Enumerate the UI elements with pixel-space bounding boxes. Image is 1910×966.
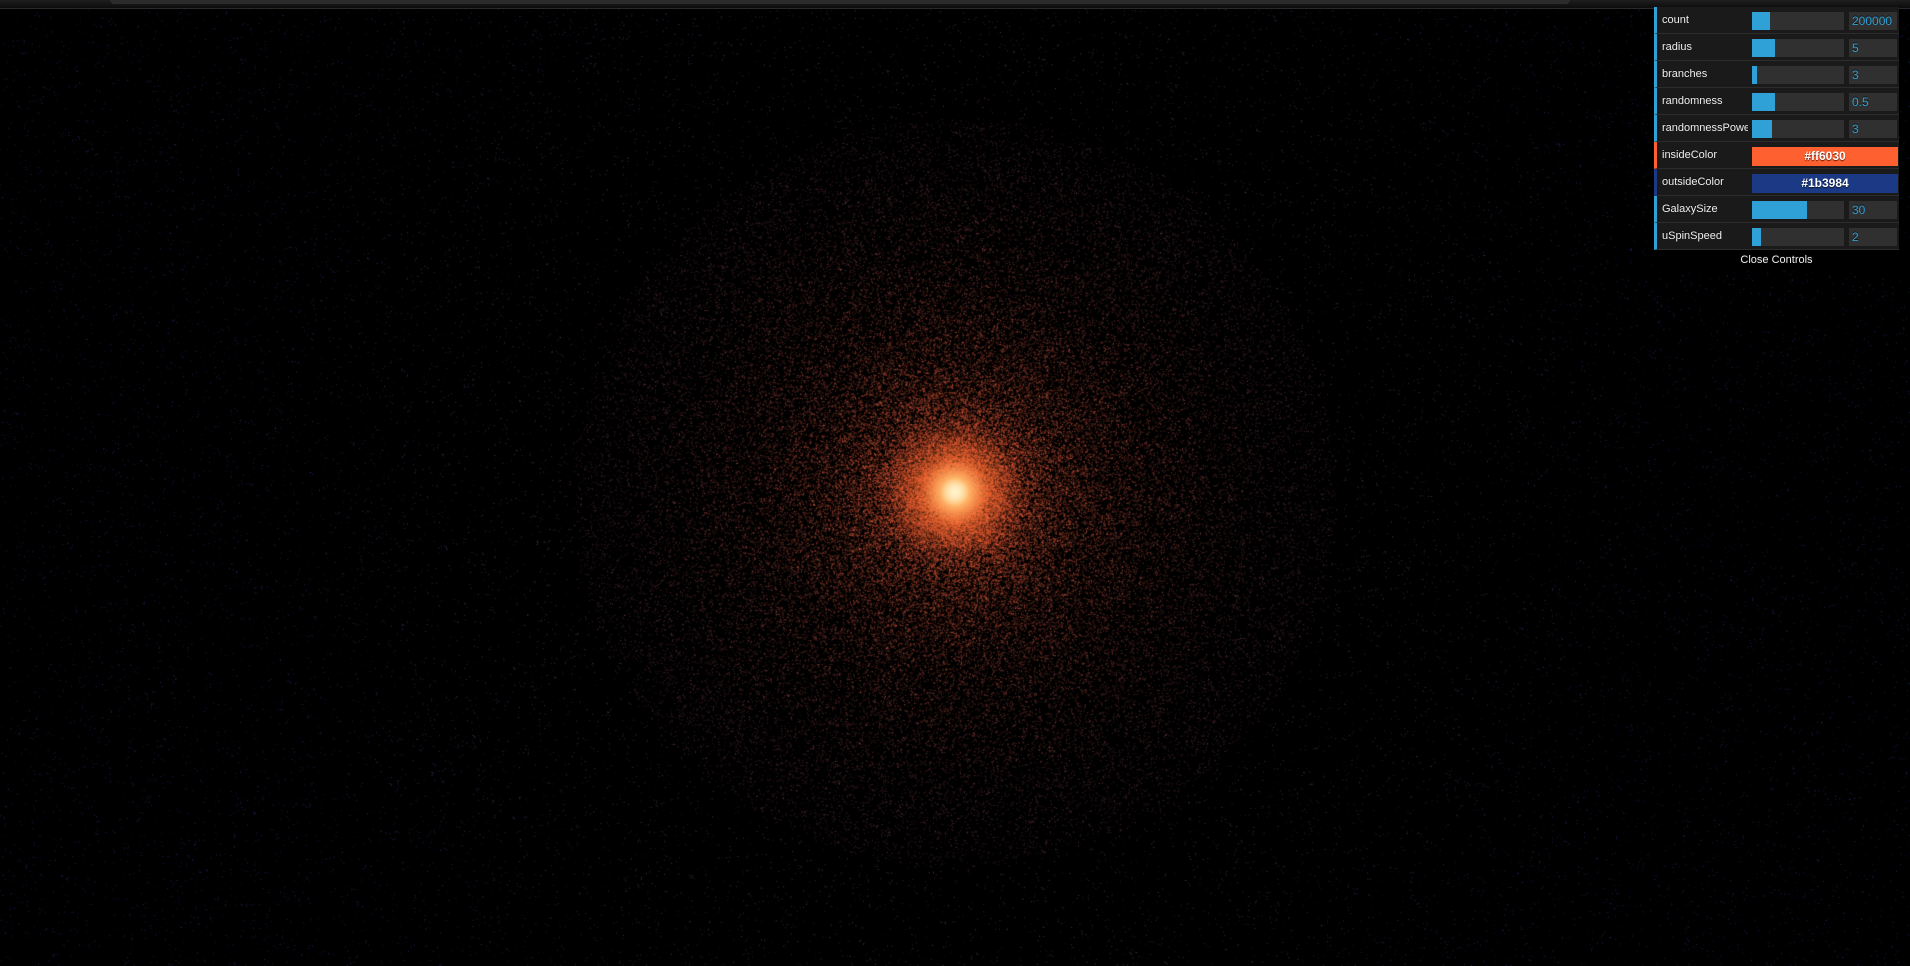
radius-slider[interactable] [1752, 39, 1844, 57]
randomness-power-slider[interactable] [1752, 120, 1844, 138]
galaxy-size-slider[interactable] [1752, 201, 1844, 219]
count-label: count [1662, 14, 1689, 26]
count-slider-fill [1752, 12, 1771, 30]
radius-input[interactable]: 5 [1849, 39, 1897, 57]
randomness-power-label: randomnessPower [1662, 122, 1748, 134]
controls-list: count 200000 radius 5 branches 3 randomn… [1654, 7, 1899, 250]
control-row-galaxy-size: GalaxySize 30 [1654, 196, 1899, 223]
randomness-label: randomness [1662, 95, 1723, 107]
spin-speed-slider[interactable] [1752, 228, 1844, 246]
spin-speed-input[interactable]: 2 [1849, 228, 1897, 246]
galaxy-size-label: GalaxySize [1662, 203, 1718, 215]
randomness-slider[interactable] [1752, 93, 1844, 111]
spin-speed-label: uSpinSpeed [1662, 230, 1722, 242]
outside-color-swatch[interactable]: #1b3984 [1752, 174, 1898, 193]
control-row-branches: branches 3 [1654, 61, 1899, 88]
control-row-randomness: randomness 0.5 [1654, 88, 1899, 115]
randomness-input[interactable]: 0.5 [1849, 93, 1897, 111]
randomness-power-input[interactable]: 3 [1849, 120, 1897, 138]
branches-slider-fill [1752, 66, 1757, 84]
count-slider[interactable] [1752, 12, 1844, 30]
randomness-slider-fill [1752, 93, 1775, 111]
control-row-count: count 200000 [1654, 7, 1899, 34]
spin-speed-slider-fill [1752, 228, 1762, 246]
control-row-spin-speed: uSpinSpeed 2 [1654, 223, 1899, 250]
inside-color-swatch[interactable]: #ff6030 [1752, 147, 1898, 166]
browser-top-edge [0, 0, 1910, 9]
control-row-outside-color: outsideColor #1b3984 [1654, 169, 1899, 196]
branches-input[interactable]: 3 [1849, 66, 1897, 84]
outside-color-label: outsideColor [1662, 176, 1724, 188]
branches-slider[interactable] [1752, 66, 1844, 84]
control-row-randomness-power: randomnessPower 3 [1654, 115, 1899, 142]
branches-label: branches [1662, 68, 1708, 80]
control-row-inside-color: insideColor #ff6030 [1654, 142, 1899, 169]
galaxy-size-slider-fill [1752, 201, 1808, 219]
radius-label: radius [1662, 41, 1692, 53]
control-row-radius: radius 5 [1654, 34, 1899, 61]
radius-slider-fill [1752, 39, 1775, 57]
count-input[interactable]: 200000 [1849, 12, 1897, 30]
randomness-power-slider-fill [1752, 120, 1773, 138]
inside-color-label: insideColor [1662, 149, 1718, 161]
tab-strip-edge [110, 0, 1570, 4]
galaxy-size-input[interactable]: 30 [1849, 201, 1897, 219]
controls-panel: count 200000 radius 5 branches 3 randomn… [1654, 7, 1899, 270]
close-controls-button[interactable]: Close Controls [1654, 250, 1899, 270]
